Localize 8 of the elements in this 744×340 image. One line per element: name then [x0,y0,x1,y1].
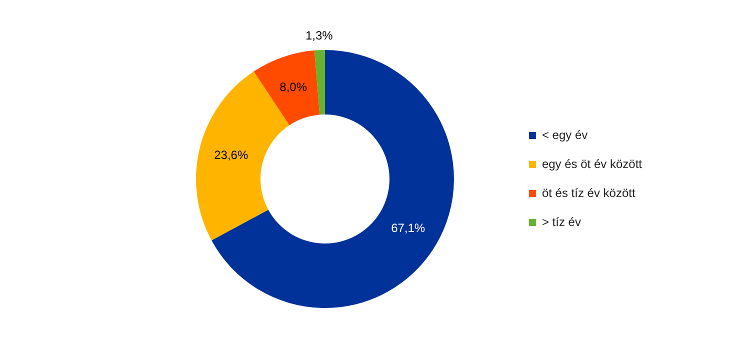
legend-label: egy és öt év között [542,156,643,171]
data-label: 67,1% [391,220,426,235]
data-label: 23,6% [214,148,248,162]
legend-label: > tíz év [542,214,581,229]
data-label: 1,3% [305,28,334,42]
legend-label: < egy év [542,128,588,142]
data-label: 8,0% [280,80,308,94]
legend-label: öt és tíz év között [542,186,636,200]
